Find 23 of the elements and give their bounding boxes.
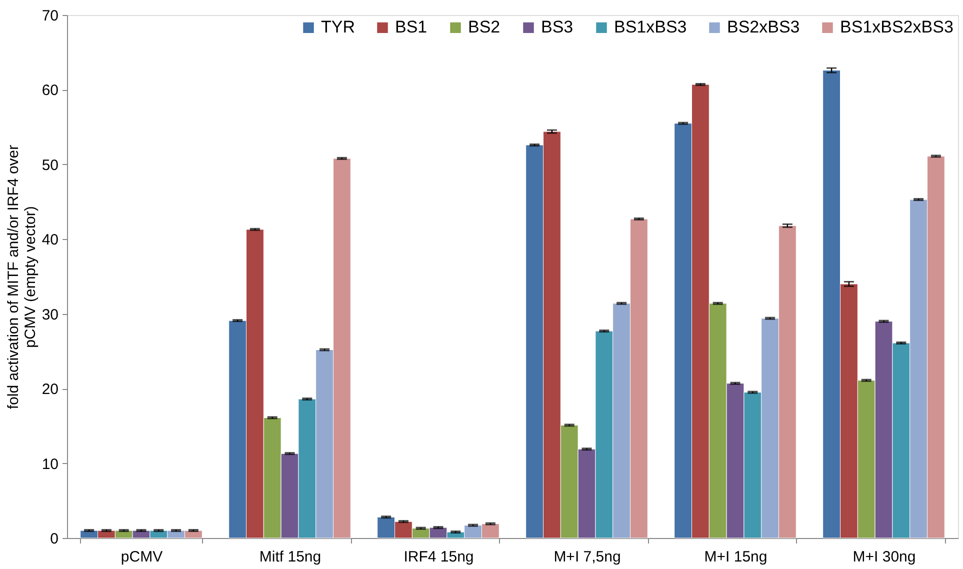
- x-tick-label: M+I 15ng: [704, 548, 768, 566]
- text: fold activation of MITF and/or IRF4 over: [4, 144, 22, 410]
- legend-label: BS1: [395, 18, 428, 37]
- y-tick-label: 40: [42, 232, 58, 249]
- y-tick-label: 10: [42, 456, 58, 473]
- legend-label: BS2: [468, 18, 500, 37]
- x-tick-label: M+I 7,5ng: [554, 548, 621, 566]
- x-tick-label: IRF4 15ng: [404, 548, 474, 566]
- y-tick-label: 70: [42, 8, 58, 24]
- text: pCMV (empty vector): [22, 206, 39, 348]
- legend-label: BS2xBS3: [727, 18, 800, 37]
- legend-label: TYR: [321, 18, 355, 37]
- y-tick-label: 60: [42, 82, 58, 100]
- y-tick-label: 50: [42, 156, 58, 174]
- x-tick-label: Mitf 15ng: [259, 548, 322, 566]
- legend-label: BS3: [541, 18, 574, 37]
- y-tick-label: 20: [42, 381, 58, 398]
- y-tick-label: 30: [42, 306, 58, 324]
- x-tick-label: pCMV: [120, 548, 163, 566]
- legend-label: BS1xBS3: [614, 18, 687, 37]
- x-tick-label: M+I 30ng: [852, 548, 916, 566]
- legend-label: BS1xBS2xBS3: [840, 18, 954, 37]
- y-tick-label: 0: [50, 530, 58, 548]
